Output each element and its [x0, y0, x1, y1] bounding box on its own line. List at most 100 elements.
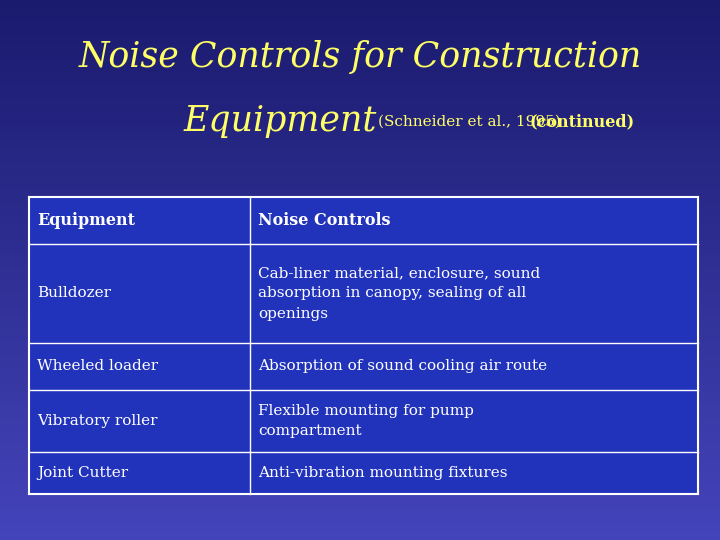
Bar	[0, 279, 720, 284]
Bar	[0, 239, 720, 243]
Bar	[0, 94, 720, 99]
Bar	[0, 455, 720, 459]
Bar	[0, 441, 720, 445]
Bar	[0, 40, 720, 45]
Bar	[0, 504, 720, 509]
Bar	[0, 207, 720, 212]
Bar	[0, 500, 720, 504]
Text: Vibratory roller: Vibratory roller	[37, 414, 158, 428]
Text: Anti-vibration mounting fixtures: Anti-vibration mounting fixtures	[258, 466, 508, 480]
Bar	[0, 68, 720, 72]
Bar	[0, 198, 720, 202]
Bar	[0, 162, 720, 166]
Bar	[0, 72, 720, 77]
Text: Cab-liner material, enclosure, sound: Cab-liner material, enclosure, sound	[258, 266, 541, 280]
Bar	[0, 266, 720, 270]
Bar	[0, 351, 720, 355]
Text: Joint Cutter: Joint Cutter	[37, 466, 129, 480]
Bar	[0, 139, 720, 144]
Bar	[0, 212, 720, 216]
Bar	[0, 112, 720, 117]
Bar	[0, 436, 720, 441]
Bar	[0, 153, 720, 158]
Bar	[0, 382, 720, 387]
Bar	[0, 54, 720, 58]
Bar	[0, 122, 720, 126]
Bar	[0, 486, 720, 490]
Text: openings: openings	[258, 307, 328, 321]
Bar	[0, 284, 720, 288]
Bar	[0, 247, 720, 252]
Bar	[0, 180, 720, 185]
Bar	[0, 9, 720, 14]
Bar	[0, 450, 720, 455]
Bar	[0, 31, 720, 36]
Bar	[0, 4, 720, 9]
Text: Wheeled loader: Wheeled loader	[37, 360, 158, 374]
Bar	[0, 85, 720, 90]
Bar	[0, 333, 720, 338]
Text: Absorption of sound cooling air route: Absorption of sound cooling air route	[258, 360, 547, 374]
Bar	[0, 378, 720, 382]
Bar	[0, 347, 720, 351]
Bar	[0, 401, 720, 405]
Bar	[0, 36, 720, 40]
Bar	[0, 342, 720, 347]
Bar	[0, 131, 720, 135]
Bar	[0, 23, 720, 27]
Bar	[0, 482, 720, 486]
Bar	[0, 355, 720, 360]
Bar	[0, 14, 720, 18]
Bar	[0, 418, 720, 423]
Bar	[0, 225, 720, 229]
Bar	[0, 99, 720, 104]
Bar	[0, 126, 720, 131]
Bar	[0, 513, 720, 517]
Bar	[0, 446, 720, 450]
Bar	[0, 374, 720, 378]
Text: (Schneider et al., 1995): (Schneider et al., 1995)	[378, 114, 561, 129]
Bar	[0, 320, 720, 324]
Bar	[0, 270, 720, 274]
Bar	[0, 63, 720, 68]
Text: Equipment: Equipment	[37, 212, 135, 229]
Bar	[0, 18, 720, 23]
Bar	[0, 202, 720, 207]
Bar	[0, 472, 720, 477]
Text: absorption in canopy, sealing of all: absorption in canopy, sealing of all	[258, 287, 526, 300]
Bar	[0, 58, 720, 63]
Bar	[0, 256, 720, 261]
Bar	[0, 90, 720, 94]
Bar	[0, 108, 720, 112]
Bar	[0, 185, 720, 189]
Bar	[0, 104, 720, 108]
Bar	[0, 135, 720, 139]
Bar	[0, 369, 720, 374]
Bar	[0, 324, 720, 328]
Bar	[0, 428, 720, 432]
Text: Equipment: Equipment	[184, 105, 377, 138]
Bar	[0, 414, 720, 418]
Bar	[0, 171, 720, 176]
Text: Flexible mounting for pump: Flexible mounting for pump	[258, 404, 474, 418]
Bar	[0, 288, 720, 293]
Bar	[0, 310, 720, 315]
Bar	[0, 293, 720, 297]
Bar	[0, 459, 720, 463]
Bar	[0, 490, 720, 495]
Text: compartment: compartment	[258, 424, 362, 438]
Bar	[0, 432, 720, 436]
Bar	[0, 189, 720, 193]
Bar	[0, 306, 720, 310]
Bar	[0, 45, 720, 50]
Text: Noise Controls: Noise Controls	[258, 212, 391, 229]
Bar	[0, 495, 720, 500]
Bar	[0, 252, 720, 256]
Bar	[0, 509, 720, 513]
Text: Noise Controls for Construction: Noise Controls for Construction	[78, 40, 642, 73]
Bar	[0, 144, 720, 148]
Bar	[0, 158, 720, 162]
Bar	[0, 193, 720, 198]
Bar	[0, 216, 720, 220]
Bar	[0, 396, 720, 401]
